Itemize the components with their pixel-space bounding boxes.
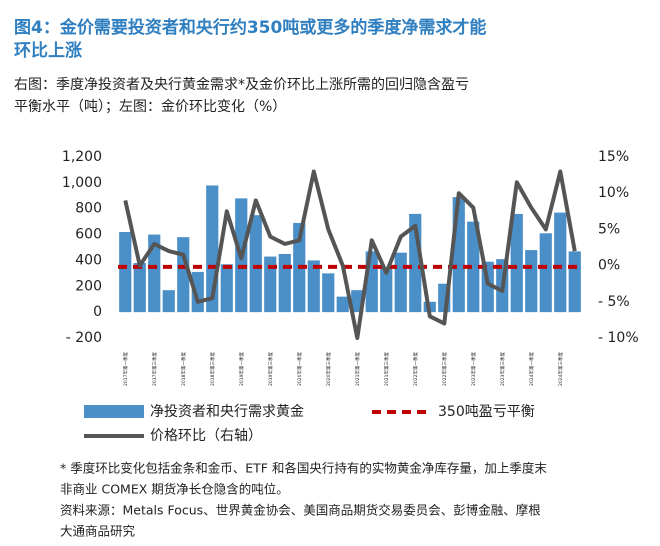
x-tick-label: 2022年第三季度 (441, 352, 448, 386)
chart-subtitle: 右图：季度净投资者及央行黄金需求*及金价环比上涨所需的回归隐含盈亏 (14, 76, 469, 93)
chart-title: 图4：金价需要投资者和央行约350吨或更多的季度净需求才能 (14, 17, 486, 38)
bar (568, 251, 581, 313)
y2-tick-label: 5% (598, 221, 620, 237)
legend-label: 350吨盈亏平衡 (438, 404, 535, 420)
bar (162, 290, 175, 313)
bar (133, 263, 146, 313)
legend-label: 价格环比（右轴） (150, 428, 262, 444)
chart-title: 环比上涨 (14, 40, 82, 61)
footnote: 大通商品研究 (60, 524, 136, 539)
bar (322, 273, 335, 313)
x-tick-label: 2019年第三季度 (267, 352, 274, 386)
bar (278, 253, 291, 313)
y-tick-label: 1,200 (62, 149, 102, 165)
y2-tick-label: 10% (598, 185, 629, 201)
x-tick-label: 2024年第三季度 (557, 352, 564, 386)
y-tick-label: 0 (93, 304, 102, 320)
bar (525, 250, 538, 313)
bar (539, 233, 552, 313)
bar (394, 252, 407, 313)
chart-subtitle: 平衡水平（吨）；左图：金价环比变化（%） (14, 99, 286, 115)
legend-label: 净投资者和央行需求黄金 (150, 403, 304, 420)
x-tick-label: 2017年第三季度 (151, 352, 158, 386)
x-tick-label: 2018年第一季度 (180, 352, 187, 386)
bar (467, 221, 480, 313)
bar (249, 215, 262, 313)
y-tick-label: 800 (75, 201, 102, 217)
x-tick-label: 2023年第三季度 (499, 352, 506, 386)
bar (510, 213, 523, 313)
y2-tick-label: - 5% (598, 294, 630, 310)
y2-tick-label: - 10% (598, 330, 639, 346)
footnote: 资料来源：Metals Focus、世界黄金协会、美国商品期货交易委员会、彭博金… (60, 503, 541, 518)
bar (119, 231, 132, 313)
y-tick-label: 1,000 (62, 175, 102, 191)
y-tick-label: - 200 (66, 330, 102, 346)
y2-tick-label: 0% (598, 258, 620, 274)
x-tick-label: 2023年第一季度 (470, 352, 477, 386)
x-tick-label: 2024年第一季度 (528, 352, 535, 386)
y-tick-label: 600 (75, 227, 102, 243)
x-tick-label: 2017年第一季度 (122, 352, 129, 386)
y-tick-label: 400 (75, 252, 102, 268)
x-tick-label: 2022年第一季度 (412, 352, 419, 386)
bar (264, 256, 277, 313)
y2-tick-label: 15% (598, 149, 629, 165)
price-line (123, 169, 577, 340)
x-tick-label: 2020年第一季度 (296, 352, 303, 386)
bar (554, 212, 567, 313)
x-tick-label: 2018年第三季度 (209, 352, 216, 386)
legend-swatch (84, 405, 144, 418)
bar (336, 296, 349, 313)
bar (148, 234, 161, 313)
bar (220, 264, 233, 313)
bar (307, 260, 320, 313)
footnote: 非商业 COMEX 期货净长仓隐含的吨位。 (60, 482, 289, 497)
bar (380, 268, 393, 313)
footnote: * 季度环比变化包括金条和金币、ETF 和各国央行持有的实物黄金净库存量，加上季… (60, 461, 547, 476)
x-tick-label: 2019年第一季度 (238, 352, 245, 386)
y-tick-label: 200 (75, 278, 102, 294)
x-tick-label: 2020年第三季度 (325, 352, 332, 386)
x-tick-label: 2021年第三季度 (383, 352, 390, 386)
x-tick-label: 2021年第一季度 (354, 352, 361, 386)
